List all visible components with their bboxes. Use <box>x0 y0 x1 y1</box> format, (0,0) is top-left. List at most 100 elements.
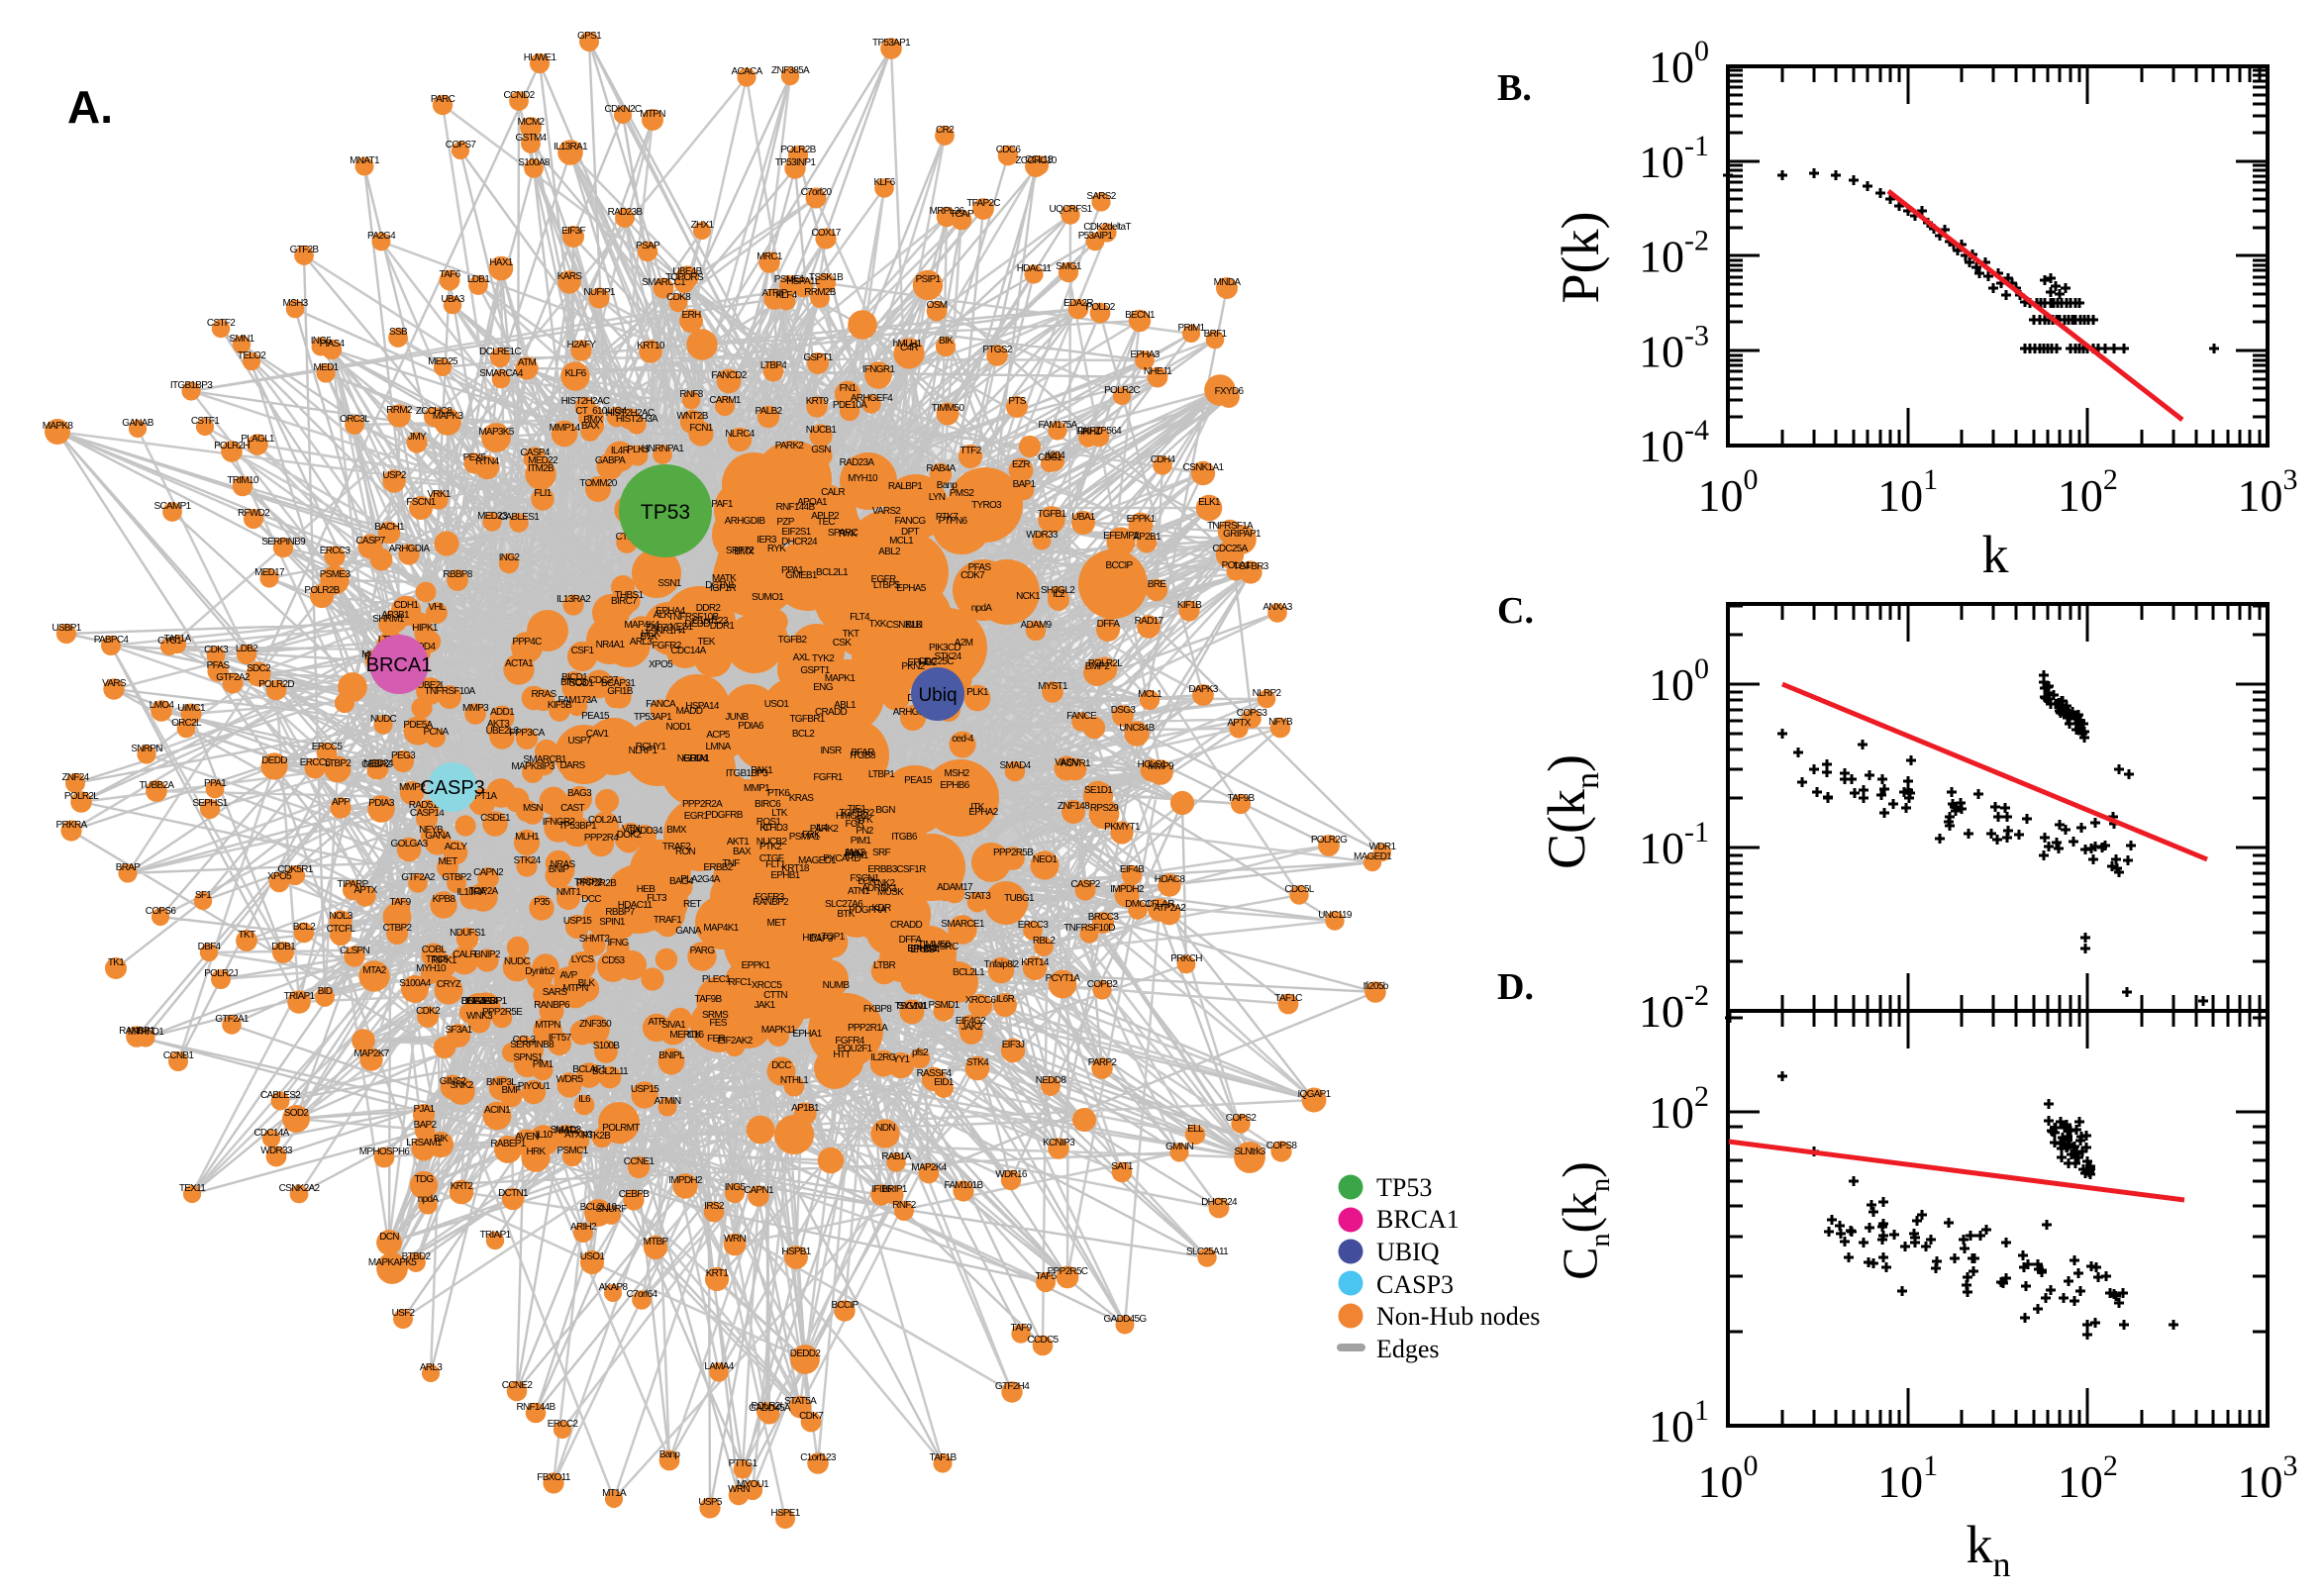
svg-text:BNIP3L: BNIP3L <box>486 1077 517 1088</box>
svg-text:MMP2: MMP2 <box>399 782 426 793</box>
svg-text:TFAP2C: TFAP2C <box>966 198 1000 209</box>
svg-text:WNT2B: WNT2B <box>676 411 709 422</box>
svg-text:MAP2K4: MAP2K4 <box>911 1162 947 1173</box>
svg-text:UBIQ: UBIQ <box>1376 1238 1440 1266</box>
svg-text:TKT: TKT <box>239 930 255 941</box>
svg-text:IL4R: IL4R <box>611 446 630 456</box>
svg-text:BRAP: BRAP <box>116 862 141 873</box>
svg-text:ALK: ALK <box>654 610 671 621</box>
svg-text:ACACA: ACACA <box>732 66 763 77</box>
svg-text:Ifi204: Ifi204 <box>1045 450 1065 461</box>
svg-text:TEC: TEC <box>817 517 835 528</box>
svg-text:CABLES1: CABLES1 <box>499 512 540 523</box>
svg-text:DCC: DCC <box>771 1060 791 1071</box>
svg-text:k: k <box>1982 525 2009 584</box>
svg-text:HIP1: HIP1 <box>802 933 823 944</box>
svg-text:FSCN1: FSCN1 <box>406 497 436 508</box>
svg-text:EPPK1: EPPK1 <box>1127 514 1157 525</box>
svg-text:Non-Hub nodes: Non-Hub nodes <box>1376 1302 1540 1331</box>
svg-text:FYN: FYN <box>845 848 862 859</box>
svg-text:CLSPN: CLSPN <box>340 946 369 956</box>
svg-text:PPA1: PPA1 <box>781 565 804 576</box>
svg-text:PTK7: PTK7 <box>936 512 959 523</box>
svg-text:BMF: BMF <box>501 1085 521 1096</box>
svg-text:PSMA1: PSMA1 <box>789 832 821 843</box>
svg-text:ACVR1: ACVR1 <box>1060 758 1091 769</box>
svg-text:PJA1: PJA1 <box>413 1104 435 1115</box>
svg-text:ADAM17: ADAM17 <box>937 882 973 893</box>
svg-text:PPP2R5E: PPP2R5E <box>482 1007 523 1018</box>
svg-text:TRAF1: TRAF1 <box>654 915 682 926</box>
svg-text:GSTM4: GSTM4 <box>516 133 548 144</box>
svg-text:COPS6: COPS6 <box>146 906 177 917</box>
svg-text:VHL: VHL <box>428 602 446 613</box>
svg-text:hMLH1: hMLH1 <box>893 339 923 349</box>
svg-text:UNC84B: UNC84B <box>1119 723 1155 734</box>
svg-text:PDE5A: PDE5A <box>403 720 433 731</box>
svg-text:FANCD2: FANCD2 <box>711 370 747 381</box>
svg-text:ING5: ING5 <box>311 336 333 347</box>
svg-text:CDK3: CDK3 <box>204 645 229 655</box>
svg-text:POLR2L: POLR2L <box>1088 658 1123 669</box>
svg-text:BCCIP: BCCIP <box>831 1300 858 1311</box>
svg-text:TAF5: TAF5 <box>1036 1271 1058 1282</box>
svg-text:GADD45A: GADD45A <box>749 1403 791 1414</box>
svg-text:NTHL1: NTHL1 <box>780 1075 809 1086</box>
svg-text:BRF1: BRF1 <box>1204 329 1228 340</box>
svg-text:ITK: ITK <box>970 802 984 813</box>
svg-text:DHCR24: DHCR24 <box>1201 1197 1238 1208</box>
svg-text:GTBP2: GTBP2 <box>442 872 471 883</box>
svg-text:IL16: IL16 <box>687 1030 705 1041</box>
svg-text:PPP2R1A: PPP2R1A <box>848 1023 888 1034</box>
svg-text:C.: C. <box>1497 590 1534 632</box>
svg-text:PALB2: PALB2 <box>756 406 783 417</box>
svg-text:USO1: USO1 <box>580 1251 606 1262</box>
svg-text:EIF4EBP1: EIF4EBP1 <box>465 996 507 1007</box>
svg-text:RAD23B: RAD23B <box>608 207 644 218</box>
svg-text:GPS1: GPS1 <box>577 31 602 42</box>
svg-text:IER3: IER3 <box>757 535 777 546</box>
svg-text:PTPN6: PTPN6 <box>939 516 968 527</box>
svg-text:ERBB4: ERBB4 <box>910 945 940 955</box>
svg-text:DEDD: DEDD <box>261 755 287 766</box>
svg-text:KCNIP3: KCNIP3 <box>1043 1138 1075 1148</box>
svg-text:FAM173A: FAM173A <box>557 695 597 706</box>
svg-text:LAMA4: LAMA4 <box>704 1361 734 1372</box>
svg-text:SRC: SRC <box>939 942 958 952</box>
svg-text:MT1A: MT1A <box>602 1488 627 1499</box>
svg-text:PFAS: PFAS <box>207 660 231 671</box>
svg-text:IL4: IL4 <box>816 823 829 834</box>
svg-text:LYCS: LYCS <box>571 954 595 965</box>
svg-text:PPP2R5C: PPP2R5C <box>1048 1266 1088 1277</box>
svg-text:LTBR: LTBR <box>873 960 895 971</box>
svg-text:MNDA: MNDA <box>1214 277 1242 288</box>
svg-text:ERBB2: ERBB2 <box>703 862 733 873</box>
svg-text:CSK: CSK <box>833 638 852 648</box>
svg-text:NEO1: NEO1 <box>1033 854 1059 865</box>
svg-text:EPHA4: EPHA4 <box>656 606 685 617</box>
svg-text:SSN1: SSN1 <box>657 578 681 589</box>
svg-text:SMAD3: SMAD3 <box>551 1125 582 1136</box>
svg-text:PSMC1: PSMC1 <box>557 1146 589 1156</box>
svg-text:S100A4: S100A4 <box>399 978 432 989</box>
svg-text:MTPN: MTPN <box>562 983 588 994</box>
svg-text:UBA3: UBA3 <box>441 294 464 305</box>
svg-text:KARS: KARS <box>557 271 582 282</box>
svg-text:PIM1: PIM1 <box>533 1059 555 1070</box>
svg-text:PTS: PTS <box>1008 396 1026 407</box>
svg-text:JMY: JMY <box>408 432 427 443</box>
svg-text:BMX: BMX <box>666 825 687 836</box>
svg-text:USP5: USP5 <box>698 1497 722 1508</box>
svg-text:SARS: SARS <box>543 987 567 998</box>
svg-text:MTPN: MTPN <box>535 1020 560 1031</box>
svg-text:SMG1: SMG1 <box>1056 261 1082 272</box>
svg-text:RRM2B: RRM2B <box>804 287 837 298</box>
svg-text:PRKCH: PRKCH <box>1170 953 1202 964</box>
svg-text:GANAB: GANAB <box>122 418 154 429</box>
svg-text:USP7: USP7 <box>567 736 591 747</box>
svg-text:MSN: MSN <box>523 803 544 814</box>
svg-text:LCK: LCK <box>858 876 875 887</box>
svg-text:CSTF2: CSTF2 <box>207 318 236 329</box>
svg-text:GTF2A2: GTF2A2 <box>401 872 436 883</box>
svg-text:ZNF24: ZNF24 <box>61 772 89 783</box>
